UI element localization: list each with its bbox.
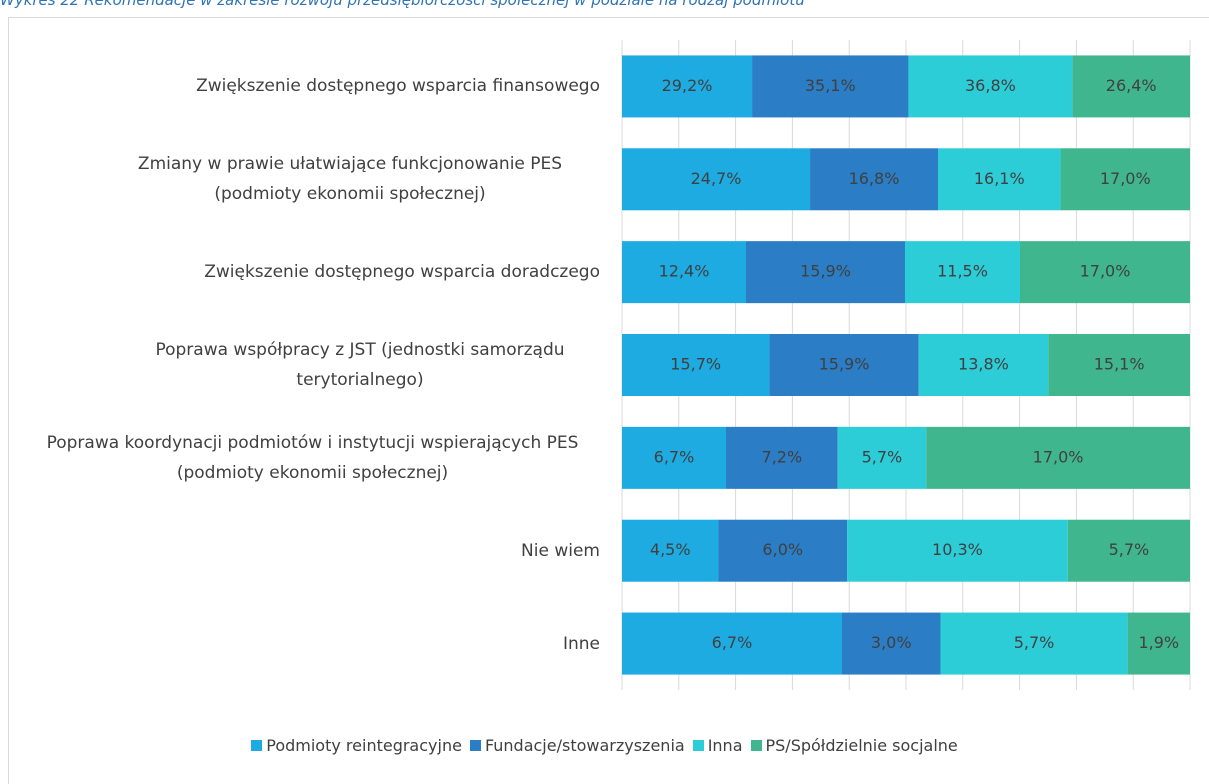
value-label: 15,1% — [1094, 355, 1145, 374]
value-label: 6,0% — [762, 540, 803, 559]
value-label: 5,7% — [1109, 540, 1150, 559]
bar-segment — [746, 241, 905, 304]
legend-item: Podmioty reintegracyjne — [251, 736, 462, 755]
value-label: 1,9% — [1138, 633, 1179, 652]
value-label: 17,0% — [1100, 169, 1151, 188]
category-label: Zwiększenie dostępnego wsparcia finansow… — [196, 76, 600, 97]
value-label: 24,7% — [691, 169, 742, 188]
value-label: 3,0% — [871, 633, 912, 652]
legend-label: Podmioty reintegracyjne — [266, 736, 462, 755]
value-label: 10,3% — [932, 540, 983, 559]
bar-segment — [847, 519, 1068, 582]
bar-segment — [918, 334, 1049, 396]
legend: Podmioty reintegracyjne Fundacje/stowarzy… — [0, 736, 1209, 755]
category-label: Zmiany w prawie ułatwiające funkcjonowan… — [137, 154, 563, 205]
category-label: Poprawa współpracy z JST (jednostki samo… — [155, 340, 565, 390]
bar-segment — [622, 334, 770, 396]
bar-segment — [1072, 55, 1190, 118]
value-label: 13,8% — [958, 355, 1009, 374]
legend-item: Inna — [692, 736, 743, 755]
bar-segment — [622, 241, 746, 304]
legend-label: PS/Spółdzielnie socjalne — [765, 736, 958, 755]
legend-label: Inna — [707, 736, 743, 755]
value-label: 16,1% — [974, 169, 1025, 188]
value-label: 17,0% — [1080, 262, 1131, 281]
category-label: Nie wiem — [521, 540, 600, 561]
bar-segment — [752, 55, 909, 118]
bar-segment — [725, 426, 838, 489]
bar-segment — [769, 334, 919, 396]
value-label: 15,9% — [800, 262, 851, 281]
legend-swatch — [750, 740, 762, 751]
value-label: 26,4% — [1106, 76, 1157, 95]
bar-segment — [841, 612, 941, 675]
value-label: 17,0% — [1033, 447, 1084, 466]
bar-segment — [926, 426, 1190, 489]
value-label: 29,2% — [662, 76, 713, 95]
bar-segment — [718, 519, 848, 582]
bar-segment — [1127, 612, 1190, 675]
bar-segment — [1060, 148, 1190, 211]
bar-segment — [908, 55, 1073, 118]
category-label: Poprawa koordynacji podmiotów i instytuc… — [46, 432, 579, 483]
legend-item: PS/Spółdzielnie socjalne — [750, 736, 958, 755]
legend-swatch — [251, 740, 263, 751]
category-label: Zwiększenie dostępnego wsparcia doradcze… — [204, 262, 600, 283]
bar-segment — [1048, 334, 1190, 396]
legend-item: Fundacje/stowarzyszenia — [469, 736, 685, 755]
value-label: 12,4% — [659, 262, 710, 281]
bar-segment — [940, 612, 1128, 675]
legend-swatch — [469, 740, 481, 751]
bar-segment — [905, 241, 1020, 304]
legend-label: Fundacje/stowarzyszenia — [484, 736, 685, 755]
value-label: 36,8% — [965, 76, 1016, 95]
legend-swatch — [692, 740, 704, 751]
bar-segment — [622, 519, 719, 582]
chart-frame — [8, 17, 1209, 784]
value-label: 4,5% — [650, 540, 691, 559]
bar-segment — [837, 426, 927, 489]
value-label: 16,8% — [849, 169, 900, 188]
value-label: 35,1% — [805, 76, 856, 95]
value-label: 15,7% — [670, 355, 721, 374]
bar-segment — [622, 148, 811, 211]
chart-title: Wykres 22 Rekomendacje w zakresie rozwoj… — [0, 0, 805, 9]
bar-segment — [622, 426, 726, 489]
bar-segment — [622, 55, 753, 118]
bar-segment — [937, 148, 1061, 211]
value-label: 7,2% — [762, 447, 803, 466]
bar-segment — [1020, 241, 1190, 304]
value-label: 15,9% — [819, 355, 870, 374]
bar-segment — [1067, 519, 1190, 582]
value-label: 5,7% — [862, 447, 903, 466]
bar-segment — [810, 148, 938, 211]
value-label: 6,7% — [712, 633, 753, 652]
value-label: 11,5% — [937, 262, 988, 281]
value-label: 5,7% — [1014, 633, 1055, 652]
bar-segment — [622, 612, 842, 675]
value-label: 6,7% — [654, 447, 695, 466]
category-label: Inne — [562, 633, 600, 654]
